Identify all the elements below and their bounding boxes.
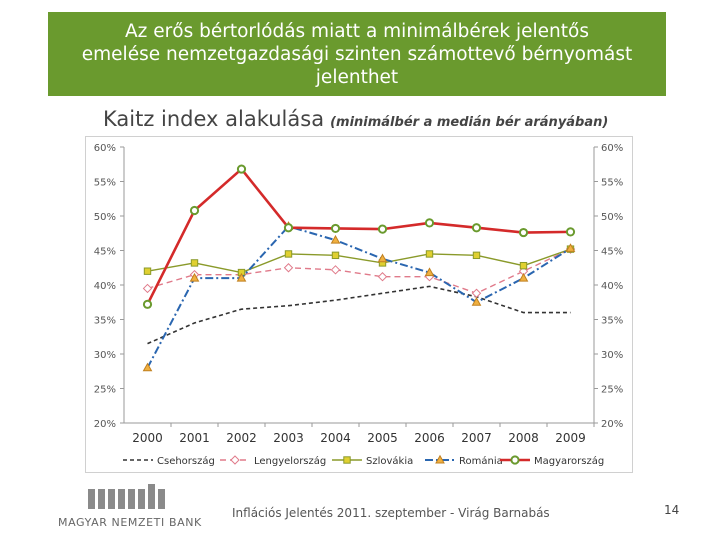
data-point-hu	[142, 299, 153, 309]
data-point-ro	[471, 297, 482, 306]
series-sk	[143, 245, 575, 277]
footer-text: Inflációs Jelentés 2011. szeptember - Vi…	[232, 506, 550, 520]
y-tick-label-left: 45%	[94, 247, 116, 258]
data-point-sk	[143, 267, 152, 275]
data-point-hu	[518, 227, 529, 238]
series-hu	[142, 164, 576, 309]
data-point-hu	[565, 227, 576, 237]
y-tick-label-right: 55%	[601, 178, 623, 189]
legend-marker-sk	[343, 456, 351, 464]
slide-title-banner: Az erős bértorlódás miatt a minimálbérek…	[48, 12, 666, 96]
legend-label-hu: Magyarország	[534, 455, 604, 467]
x-tick-label: 2005	[367, 431, 398, 445]
y-tick-label-left: 20%	[94, 419, 116, 430]
x-tick-label: 2003	[273, 431, 304, 445]
legend-item-sk: Szlovákia	[332, 455, 413, 467]
y-tick-label-left: 30%	[94, 350, 116, 361]
y-tick-label-left: 50%	[94, 212, 116, 223]
data-point-sk	[284, 250, 293, 258]
data-point-pl	[283, 263, 294, 273]
data-point-pl	[330, 265, 341, 275]
x-tick-label: 2007	[461, 431, 492, 445]
data-point-sk	[472, 251, 481, 260]
x-tick-label: 2004	[320, 431, 351, 445]
legend-marker-ro	[435, 454, 445, 464]
data-point-sk	[519, 261, 528, 270]
y-tick-label-right: 45%	[601, 247, 623, 258]
series-line-pl	[147, 248, 571, 294]
data-point-ro	[377, 253, 388, 263]
logo-wordmark: MAGYAR NEMZETI BANK	[58, 516, 202, 529]
legend-label-cz: Csehország	[157, 455, 215, 467]
data-point-hu	[377, 224, 388, 234]
data-point-hu	[283, 223, 294, 233]
chart-title-note: (minimálbér a medián bér arányában)	[330, 115, 609, 130]
x-tick-label: 2006	[414, 431, 445, 445]
data-point-hu	[424, 218, 435, 228]
data-point-sk	[190, 259, 199, 267]
legend-label-ro: Románia	[459, 455, 503, 467]
x-tick-label: 2002	[226, 431, 257, 445]
series-cz	[147, 285, 571, 345]
x-tick-label: 2000	[132, 431, 163, 445]
page-number: 14	[664, 503, 680, 517]
y-tick-label-left: 55%	[94, 178, 116, 189]
chart-frame	[85, 136, 633, 473]
legend-marker-pl	[230, 455, 240, 465]
y-tick-label-right: 20%	[601, 419, 623, 430]
data-point-hu	[330, 223, 341, 234]
data-point-ro	[142, 362, 153, 372]
legend-item-ro: Románia	[425, 454, 503, 467]
data-point-ro	[424, 267, 435, 277]
logo-bars-icon	[88, 484, 165, 509]
legend-item-cz: Csehország	[123, 455, 215, 467]
data-point-ro	[565, 243, 576, 252]
legend-marker-hu	[510, 455, 520, 465]
data-point-hu	[189, 205, 200, 216]
bank-logo	[88, 484, 165, 509]
chart-container: 20% 20% 25% 25% 30% 30% 35% 35% 40% 40% 45% 45% 50% 5…	[85, 136, 633, 473]
y-tick-label-right: 25%	[601, 385, 623, 396]
data-point-ro	[189, 272, 200, 282]
y-tick-label-right: 30%	[601, 350, 623, 361]
series-line-sk	[147, 248, 571, 274]
y-tick-label-left: 25%	[94, 385, 116, 396]
data-point-pl	[377, 272, 388, 282]
legend-label-pl: Lengyelország	[254, 455, 326, 467]
chart-title: Kaitz index alakulása	[103, 107, 325, 131]
data-point-pl	[142, 283, 153, 294]
data-point-ro	[330, 234, 341, 244]
legend-item-pl: Lengyelország	[220, 455, 326, 467]
legend-item-hu: Magyarország	[500, 455, 604, 467]
y-tick-label-left: 35%	[94, 316, 116, 327]
kaitz-line-chart: 20% 20% 25% 25% 30% 30% 35% 35% 40% 40% 45% 45% 50% 5…	[85, 136, 633, 473]
y-tick-label-right: 35%	[601, 316, 623, 327]
y-tick-label-right: 50%	[601, 212, 623, 223]
data-point-hu	[471, 223, 482, 233]
series-line-ro	[146, 225, 572, 369]
data-point-ro	[236, 272, 247, 282]
legend-label-sk: Szlovákia	[366, 455, 413, 467]
x-tick-label: 2009	[555, 431, 586, 445]
y-tick-label-right: 40%	[601, 281, 623, 292]
slide-title: Az erős bértorlódás miatt a minimálbérek…	[81, 20, 633, 88]
series-line-hu	[146, 167, 571, 305]
y-tick-label-left: 60%	[94, 143, 116, 154]
data-point-sk	[331, 251, 340, 260]
data-point-hu	[236, 164, 247, 174]
x-tick-label: 2001	[179, 431, 210, 445]
data-point-sk	[425, 250, 434, 258]
data-point-ro	[518, 272, 529, 282]
y-tick-label-right: 60%	[601, 143, 623, 154]
series-line-cz	[147, 285, 571, 345]
x-tick-label: 2008	[508, 431, 539, 445]
chart-subtitle: Kaitz index alakulása (minimálbér a mediá…	[103, 107, 608, 131]
y-tick-label-left: 40%	[94, 281, 116, 292]
